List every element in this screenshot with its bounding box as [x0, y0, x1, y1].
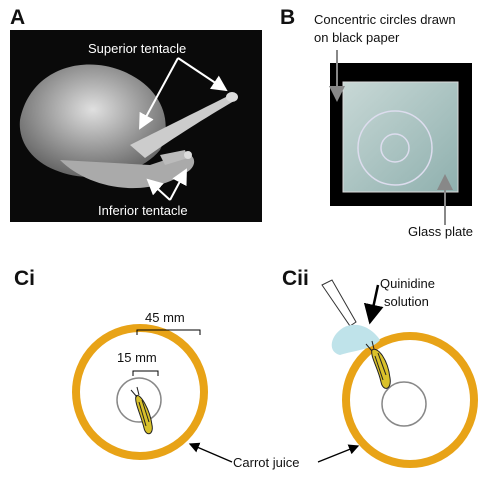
pipette: [321, 279, 357, 327]
arrow: [317, 444, 360, 463]
annotation: solution: [384, 294, 429, 309]
annotation: on black paper: [314, 30, 400, 45]
inner-circle: [116, 377, 162, 423]
juice-ring: [72, 324, 208, 460]
arrow: [139, 57, 179, 130]
inner-circle: [381, 381, 427, 427]
annotation: Inferior tentacle: [98, 203, 188, 218]
circle: [357, 110, 433, 186]
panel-label: A: [10, 6, 25, 29]
panel-label: Ci: [14, 267, 35, 290]
circle: [380, 133, 410, 163]
glass-plate: [342, 81, 459, 193]
bracket: [132, 370, 159, 376]
annotation: Superior tentacle: [88, 41, 186, 56]
annotation: Concentric circles drawn: [314, 12, 456, 27]
snail: [365, 340, 391, 389]
juice-ring: [342, 332, 478, 468]
arrow: [363, 284, 384, 325]
arrow: [169, 168, 187, 201]
annotation: Glass plate: [408, 224, 473, 239]
solution-drop: [331, 324, 380, 355]
annotation: Carrot juice: [233, 455, 299, 470]
arrow: [177, 57, 228, 92]
annotation: Quinidine: [380, 276, 435, 291]
bracket: [136, 329, 201, 335]
arrow: [146, 178, 171, 201]
arrow: [188, 442, 233, 463]
panel-label: Cii: [282, 267, 309, 290]
panel-label: B: [280, 6, 295, 29]
snail: [130, 386, 153, 435]
dimension: 15 mm: [117, 350, 157, 365]
dimension: 45 mm: [145, 310, 185, 325]
